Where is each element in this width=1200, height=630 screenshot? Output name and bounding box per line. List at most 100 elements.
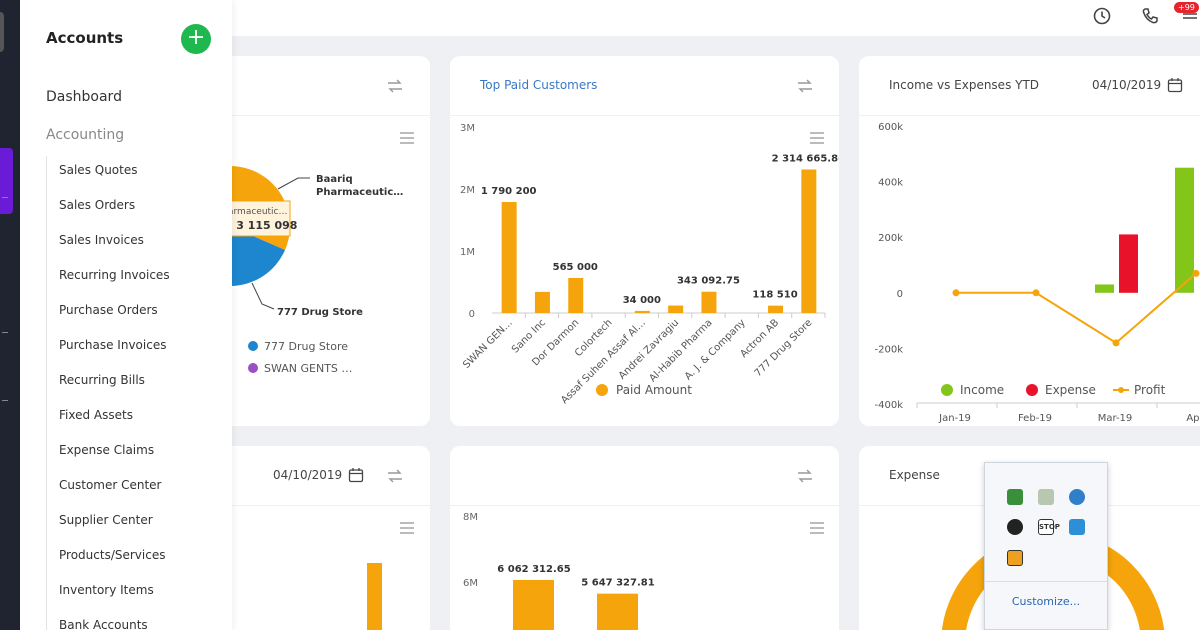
- data-label: 118 510: [752, 290, 797, 301]
- rail-mark: [2, 400, 8, 401]
- tray-app-icon[interactable]: [1007, 489, 1023, 505]
- income-bar[interactable]: [1175, 167, 1194, 293]
- card-title: Income vs Expenses YTD: [889, 78, 1040, 92]
- data-label: 34 000: [623, 295, 661, 306]
- sidebar-item-inventory-items[interactable]: Inventory Items: [59, 583, 154, 597]
- card-header: [150, 56, 430, 116]
- chart-bar[interactable]: [668, 305, 684, 313]
- date-field[interactable]: 04/10/2019: [273, 468, 343, 482]
- y-tick-label: 200k: [878, 233, 903, 244]
- tray-play-icon[interactable]: [1007, 550, 1023, 566]
- add-button[interactable]: +: [181, 24, 211, 54]
- notification-icon[interactable]: [1180, 6, 1200, 26]
- legend-label[interactable]: Income: [960, 383, 1004, 397]
- tray-telegram-icon[interactable]: [1069, 489, 1085, 505]
- chart-menu-icon[interactable]: [400, 132, 414, 147]
- sidebar-item-recurring-invoices[interactable]: Recurring Invoices: [59, 268, 170, 282]
- chart-bar[interactable]: [634, 310, 650, 313]
- profit-point[interactable]: [1032, 289, 1040, 297]
- sidebar-item-sales-quotes[interactable]: Sales Quotes: [59, 163, 138, 177]
- chart-bar[interactable]: [768, 305, 784, 313]
- legend-label[interactable]: Profit: [1134, 383, 1166, 397]
- y-tick-label: 0: [469, 309, 475, 320]
- sidebar-item-supplier-center[interactable]: Supplier Center: [59, 513, 153, 527]
- x-tick-label: Andrei Zavragiu: [617, 317, 681, 381]
- legend-label[interactable]: 777 Drug Store: [264, 340, 348, 353]
- y-tick-label: -200k: [875, 344, 904, 355]
- card-title: Top Paid Customers: [480, 78, 598, 92]
- sidebar-item-dashboard[interactable]: Dashboard: [46, 89, 122, 105]
- chart-bar[interactable]: [597, 593, 638, 630]
- sidebar-item-products-services[interactable]: Products/Services: [59, 548, 166, 562]
- expense-bar[interactable]: [1119, 234, 1138, 293]
- chart-menu-icon[interactable]: [810, 522, 824, 537]
- slice-label: 777 Drug Store: [277, 307, 363, 318]
- refresh-icon[interactable]: [386, 78, 404, 94]
- tray-stop-icon[interactable]: STOP: [1038, 519, 1060, 535]
- y-tick-label: 0: [897, 289, 903, 300]
- chart-bar[interactable]: [513, 579, 554, 630]
- slice-label: Baariq: [316, 174, 353, 185]
- rail-mark: [2, 332, 8, 333]
- x-tick-label: Jan-19: [938, 413, 971, 424]
- pie-slice[interactable]: [230, 226, 285, 286]
- refresh-icon[interactable]: [796, 468, 814, 484]
- x-tick-label: Apr: [1186, 413, 1200, 424]
- calendar-icon[interactable]: [1167, 77, 1183, 93]
- legend-label[interactable]: Paid Amount: [616, 383, 692, 397]
- data-label: 565 000: [553, 262, 598, 273]
- sidebar-item-sales-invoices[interactable]: Sales Invoices: [59, 233, 144, 247]
- legend-label[interactable]: Expense: [1045, 383, 1096, 397]
- legend-marker: [248, 341, 258, 351]
- profit-point[interactable]: [952, 289, 960, 297]
- income-bar[interactable]: [1095, 284, 1114, 293]
- legend-label[interactable]: SWAN GENTS …: [264, 362, 352, 375]
- sidebar-item-sales-orders[interactable]: Sales Orders: [59, 198, 136, 212]
- chart-menu-icon[interactable]: [810, 132, 824, 147]
- data-label: 2 314 665.86: [772, 153, 839, 164]
- sidebar-submenu: Sales Quotes Sales Orders Sales Invoices…: [59, 162, 170, 630]
- sidebar-item-fixed-assets[interactable]: Fixed Assets: [59, 408, 133, 422]
- sidebar-item-recurring-bills[interactable]: Recurring Bills: [59, 373, 145, 387]
- sidebar-item-expense-claims[interactable]: Expense Claims: [59, 443, 155, 457]
- refresh-icon[interactable]: [796, 78, 814, 94]
- sidebar-item-bank-accounts[interactable]: Bank Accounts: [59, 618, 148, 630]
- rail-avatar[interactable]: [0, 12, 4, 52]
- sidebar-item-purchase-orders[interactable]: Purchase Orders: [59, 303, 158, 317]
- card-header: [450, 56, 839, 116]
- chart-bar[interactable]: [534, 291, 550, 313]
- sidebar-item-purchase-invoices[interactable]: Purchase Invoices: [59, 338, 167, 352]
- chart-menu-icon[interactable]: [400, 522, 414, 537]
- profit-point[interactable]: [1112, 339, 1120, 347]
- chart-bar[interactable]: [568, 277, 584, 313]
- phone-icon[interactable]: [1140, 6, 1160, 26]
- chart-bar[interactable]: [367, 563, 382, 630]
- chart-bar[interactable]: [501, 202, 517, 313]
- rail-active-item[interactable]: [0, 148, 13, 214]
- profit-point[interactable]: [1192, 269, 1200, 277]
- chart-bar[interactable]: [801, 169, 817, 313]
- sidebar-item-customer-center[interactable]: Customer Center: [59, 478, 162, 492]
- accounts-sidebar: Accounts + Dashboard Accounting Sales Qu…: [20, 0, 232, 630]
- x-tick-label: Feb-19: [1018, 413, 1052, 424]
- card-title: Expense: [889, 468, 940, 482]
- card-header: [450, 446, 839, 506]
- chart-bar[interactable]: [701, 291, 717, 313]
- refresh-icon[interactable]: [386, 468, 404, 484]
- y-tick-label: 600k: [878, 122, 903, 133]
- customize-link[interactable]: Customize...: [1011, 595, 1081, 608]
- x-tick-label: A. J. & Company: [683, 317, 748, 382]
- income-expenses-chart: 600k 400k 200k 0 -200k -400k Jan-19 Feb-19 Mar-1…: [875, 122, 1200, 424]
- x-tick-label: Mar-19: [1098, 413, 1133, 424]
- tray-ink-icon[interactable]: [1007, 519, 1023, 535]
- calendar-icon[interactable]: [348, 467, 364, 483]
- legend-marker: [248, 363, 258, 373]
- sidebar-group-accounting[interactable]: Accounting: [46, 127, 125, 143]
- notification-badge: +99: [1174, 2, 1199, 13]
- tray-check-icon[interactable]: [1038, 489, 1054, 505]
- clock-icon[interactable]: [1092, 6, 1112, 26]
- tray-grid-icon[interactable]: [1069, 519, 1085, 535]
- app-rail: [0, 0, 20, 630]
- date-field[interactable]: 04/10/2019: [1092, 78, 1162, 92]
